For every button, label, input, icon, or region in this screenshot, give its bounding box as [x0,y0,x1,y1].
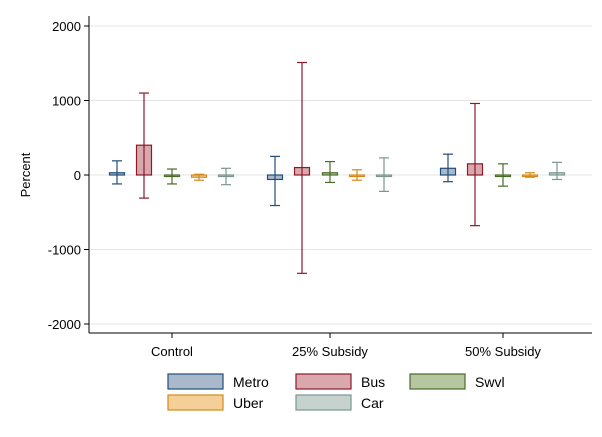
legend-label: Bus [361,374,385,390]
x-tick-label: 25% Subsidy [292,344,368,359]
confidence-intervals [112,61,562,274]
x-tick-label: Control [151,344,193,359]
legend-swatch [167,394,224,411]
axes: -2000 -1000 0 1000 2000 Percent Control 25% Sub… [18,16,592,359]
legend-swatch [295,394,352,411]
bars [108,144,566,181]
y-tick-label: 2000 [52,19,81,34]
y-axis-title: Percent [18,152,33,197]
y-tick-label: 1000 [52,94,81,109]
y-tick-label: -2000 [48,317,81,332]
legend-swatch [295,373,352,390]
legend-label: Swvl [475,374,505,390]
legend-swatch [409,373,466,390]
legend-label: Uber [233,395,264,411]
legend-label: Metro [233,374,269,390]
y-tick-label: -1000 [48,243,81,258]
legend-swatch [167,373,224,390]
x-tick-label: 50% Subsidy [465,344,541,359]
legend: Metro Bus Swvl Uber Car [167,373,505,411]
legend-label: Car [361,395,384,411]
y-tick-label: 0 [74,168,81,183]
